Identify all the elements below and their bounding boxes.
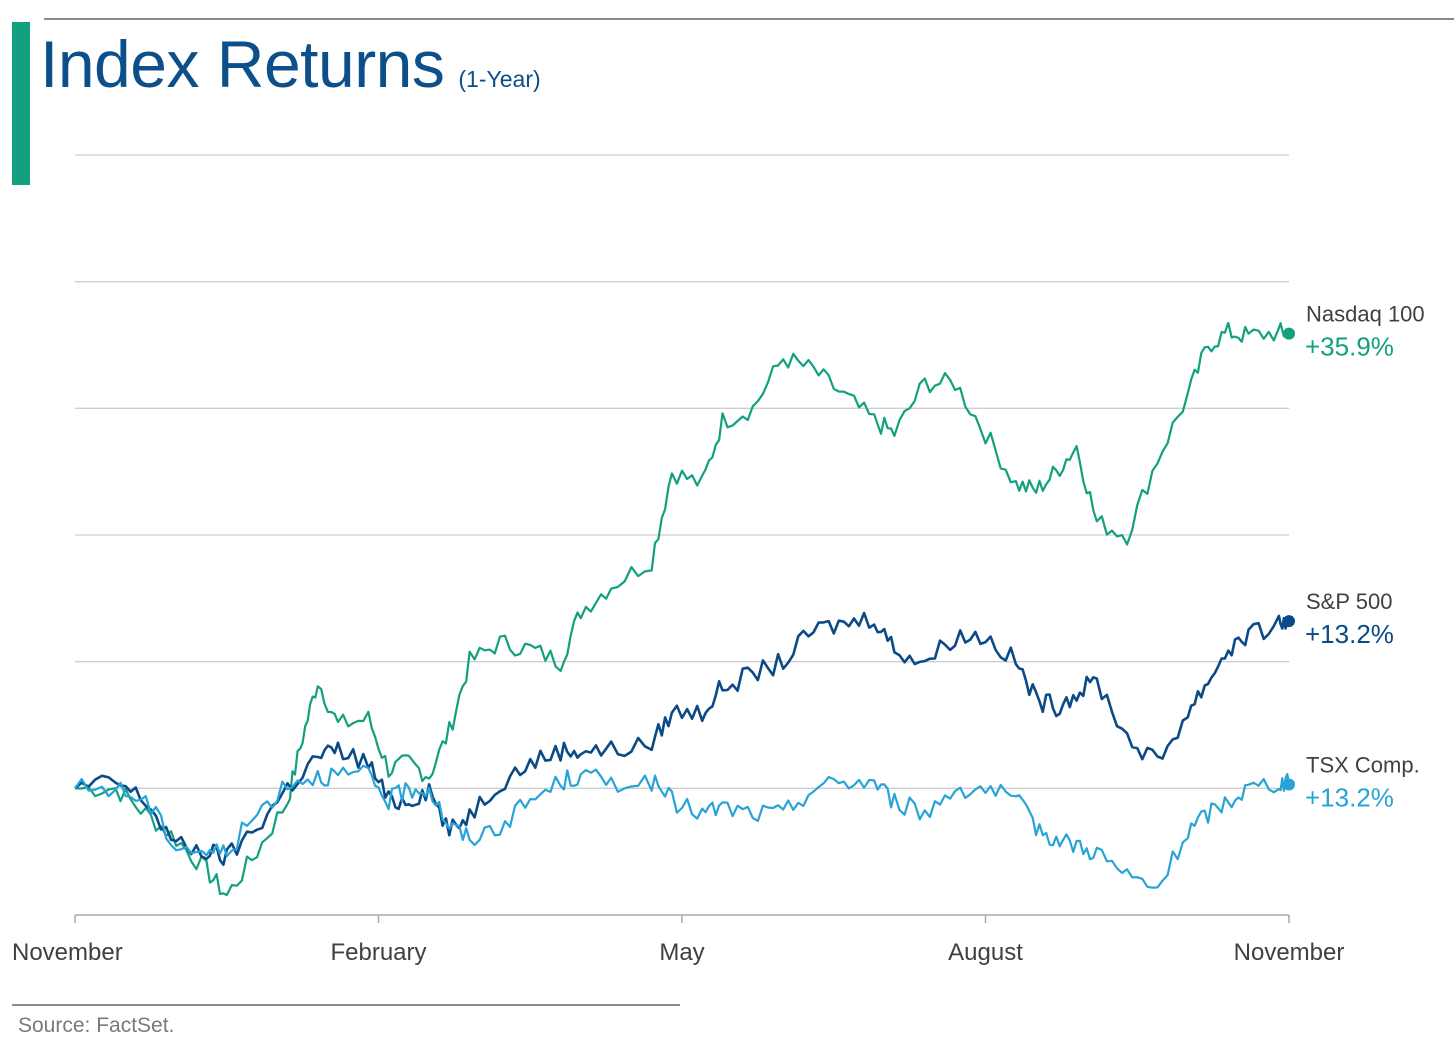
x-tick-label: August	[948, 939, 1023, 966]
source-rule	[12, 1004, 680, 1006]
series-name-label: Nasdaq 100	[1306, 302, 1425, 327]
x-tick-label: November	[12, 939, 123, 966]
series-name-label: S&P 500	[1306, 589, 1392, 614]
series-name-label: TSX Comp.	[1306, 753, 1420, 778]
series-line	[74, 321, 1290, 897]
series-line	[74, 764, 1291, 889]
grid-lines	[75, 154, 1289, 789]
chart-title: Index Returns	[40, 27, 445, 101]
end-point-marker	[1283, 778, 1295, 791]
source-note: Source: FactSet.	[18, 1014, 175, 1037]
end-point-marker	[1283, 327, 1295, 340]
series-return-label: +13.2%	[1305, 783, 1394, 813]
series-return-label: +13.2%	[1305, 619, 1394, 649]
series-line	[74, 611, 1290, 866]
end-labels: Nasdaq 100 +35.9% S&P 500 +13.2% TSX Comp. +1…	[1305, 302, 1425, 813]
line-chart: November February May August November Nasdaq…	[12, 154, 1425, 966]
series-lines	[74, 321, 1295, 897]
chart-header: Index Returns (1-Year)	[40, 26, 541, 102]
series-return-label: +35.9%	[1305, 332, 1394, 362]
x-tick-label: February	[330, 939, 426, 966]
x-tick-label: November	[1234, 939, 1345, 966]
title-accent-bar	[12, 22, 30, 185]
x-axis: November February May August November	[12, 914, 1345, 966]
x-tick-label: May	[659, 939, 704, 966]
chart-subtitle: (1-Year)	[458, 66, 541, 92]
top-rule	[44, 18, 1454, 20]
end-point-marker	[1283, 615, 1295, 628]
